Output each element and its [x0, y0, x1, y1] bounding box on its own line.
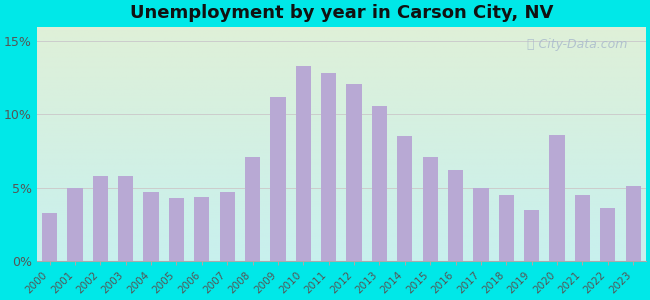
Bar [473, 188, 489, 261]
Bar [270, 97, 285, 261]
Bar [220, 192, 235, 261]
Bar [600, 208, 616, 261]
Bar [524, 210, 539, 261]
Bar [575, 195, 590, 261]
Bar [245, 157, 260, 261]
Bar [499, 195, 514, 261]
Bar [194, 196, 209, 261]
Title: Unemployment by year in Carson City, NV: Unemployment by year in Carson City, NV [130, 4, 553, 22]
Bar [372, 106, 387, 261]
Bar [169, 198, 184, 261]
Bar [346, 84, 361, 261]
Bar [93, 176, 108, 261]
Bar [144, 192, 159, 261]
Bar [68, 188, 83, 261]
Text: ⓘ City-Data.com: ⓘ City-Data.com [527, 38, 627, 51]
Bar [397, 136, 412, 261]
Bar [42, 213, 57, 261]
Bar [296, 66, 311, 261]
Bar [422, 157, 438, 261]
Bar [625, 186, 641, 261]
Bar [549, 135, 565, 261]
Bar [448, 170, 463, 261]
Bar [321, 74, 336, 261]
Bar [118, 176, 133, 261]
